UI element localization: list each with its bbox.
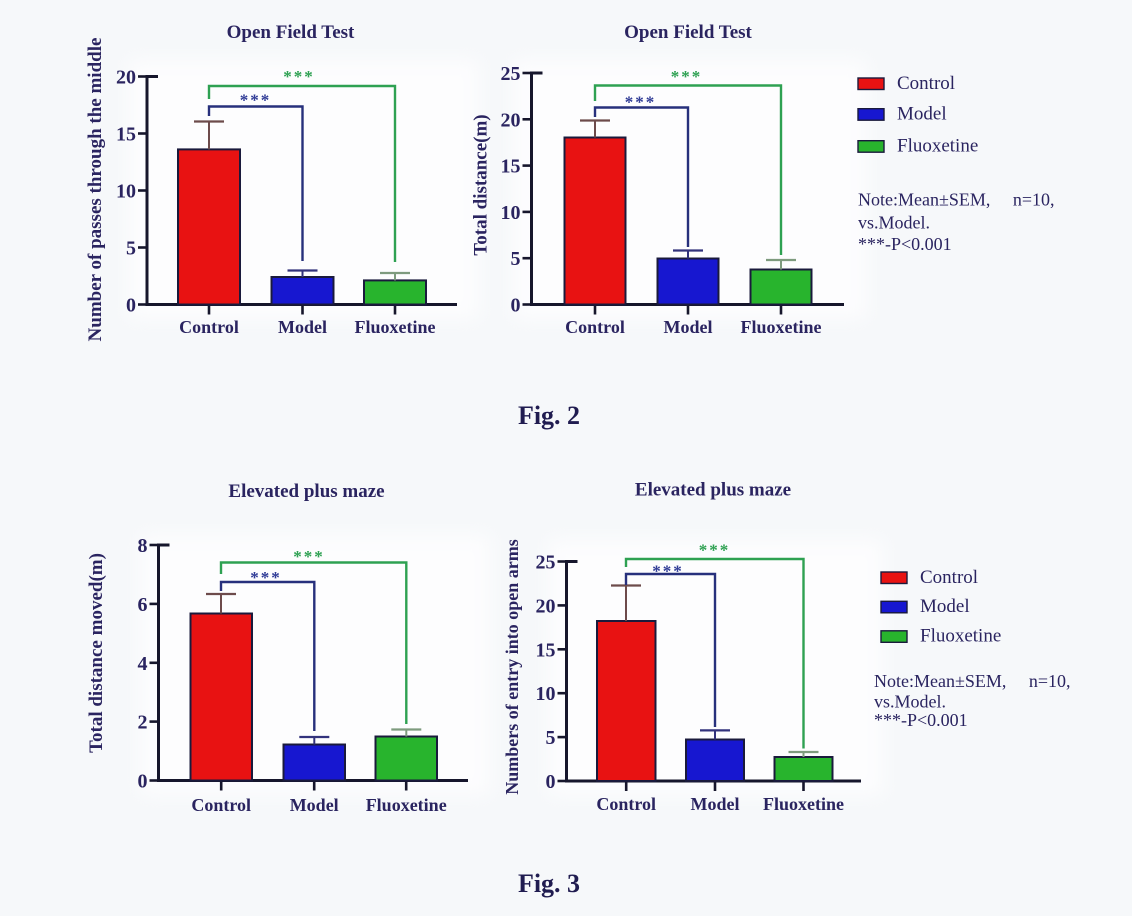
svg-text:0: 0 bbox=[138, 771, 148, 793]
svg-text:Elevated plus maze: Elevated plus maze bbox=[228, 481, 384, 502]
svg-text:Control: Control bbox=[596, 794, 656, 814]
svg-text:Fluoxetine: Fluoxetine bbox=[355, 317, 436, 337]
svg-text:***: *** bbox=[250, 568, 282, 587]
svg-text:Control: Control bbox=[920, 567, 978, 588]
svg-text:***: *** bbox=[240, 91, 272, 110]
svg-text:***-P<0.001: ***-P<0.001 bbox=[858, 234, 952, 254]
svg-text:2: 2 bbox=[138, 712, 148, 734]
svg-text:4: 4 bbox=[138, 653, 148, 675]
svg-text:6: 6 bbox=[138, 594, 148, 616]
svg-text:25: 25 bbox=[501, 63, 521, 85]
svg-text:Open Field Test: Open Field Test bbox=[227, 22, 355, 43]
svg-text:Fluoxetine: Fluoxetine bbox=[366, 795, 447, 815]
svg-text:Total distance moved(m): Total distance moved(m) bbox=[86, 553, 107, 753]
svg-text:20: 20 bbox=[116, 67, 136, 89]
svg-text:***-P<0.001: ***-P<0.001 bbox=[874, 710, 968, 730]
svg-text:***: *** bbox=[699, 541, 731, 560]
svg-text:0: 0 bbox=[126, 295, 136, 317]
svg-text:***: *** bbox=[283, 67, 315, 86]
svg-text:15: 15 bbox=[501, 156, 521, 178]
svg-text:Model: Model bbox=[664, 317, 713, 337]
svg-text:15: 15 bbox=[536, 639, 556, 661]
svg-text:20: 20 bbox=[536, 595, 556, 617]
svg-text:vs.Model.: vs.Model. bbox=[858, 213, 930, 233]
svg-text:5: 5 bbox=[511, 248, 521, 270]
svg-text:0: 0 bbox=[511, 295, 521, 317]
svg-text:Fig. 2: Fig. 2 bbox=[518, 401, 580, 430]
svg-text:Fig. 3: Fig. 3 bbox=[518, 869, 580, 898]
svg-text:Numbers of entry into open arm: Numbers of entry into open arms bbox=[502, 539, 522, 794]
svg-text:Fluoxetine: Fluoxetine bbox=[741, 317, 822, 337]
svg-text:Model: Model bbox=[920, 596, 970, 617]
svg-text:Elevated plus maze: Elevated plus maze bbox=[635, 480, 791, 501]
svg-text:Note:Mean±SEM, n=10,: Note:Mean±SEM, n=10, bbox=[858, 190, 1055, 210]
svg-text:10: 10 bbox=[536, 683, 556, 705]
svg-text:0: 0 bbox=[546, 771, 556, 793]
svg-text:10: 10 bbox=[501, 202, 521, 224]
svg-text:Control: Control bbox=[179, 317, 239, 337]
svg-text:20: 20 bbox=[501, 109, 521, 131]
svg-text:***: *** bbox=[293, 547, 325, 566]
svg-text:8: 8 bbox=[138, 535, 148, 557]
svg-text:vs.Model.: vs.Model. bbox=[874, 692, 946, 712]
svg-text:10: 10 bbox=[116, 181, 136, 203]
svg-text:Model: Model bbox=[290, 795, 339, 815]
svg-text:Model: Model bbox=[691, 794, 740, 814]
svg-text:Control: Control bbox=[565, 317, 625, 337]
svg-text:Model: Model bbox=[897, 104, 947, 125]
svg-text:Model: Model bbox=[278, 317, 327, 337]
svg-text:15: 15 bbox=[116, 124, 136, 146]
svg-text:Fluoxetine: Fluoxetine bbox=[897, 136, 978, 157]
svg-text:Note:Mean±SEM, n=10,: Note:Mean±SEM, n=10, bbox=[874, 671, 1071, 691]
svg-text:***: *** bbox=[625, 93, 657, 112]
svg-text:Number of passes through the m: Number of passes through the middle bbox=[85, 38, 106, 342]
svg-text:Control: Control bbox=[191, 795, 251, 815]
svg-text:25: 25 bbox=[536, 552, 556, 574]
svg-text:Fluoxetine: Fluoxetine bbox=[920, 626, 1001, 647]
svg-text:5: 5 bbox=[126, 238, 136, 260]
svg-text:Fluoxetine: Fluoxetine bbox=[763, 794, 844, 814]
svg-text:Control: Control bbox=[897, 73, 955, 94]
svg-text:5: 5 bbox=[546, 727, 556, 749]
svg-text:***: *** bbox=[671, 67, 703, 86]
svg-text:Open Field Test: Open Field Test bbox=[624, 22, 752, 43]
svg-text:Total distance(m): Total distance(m) bbox=[471, 114, 492, 255]
svg-text:***: *** bbox=[652, 562, 684, 581]
